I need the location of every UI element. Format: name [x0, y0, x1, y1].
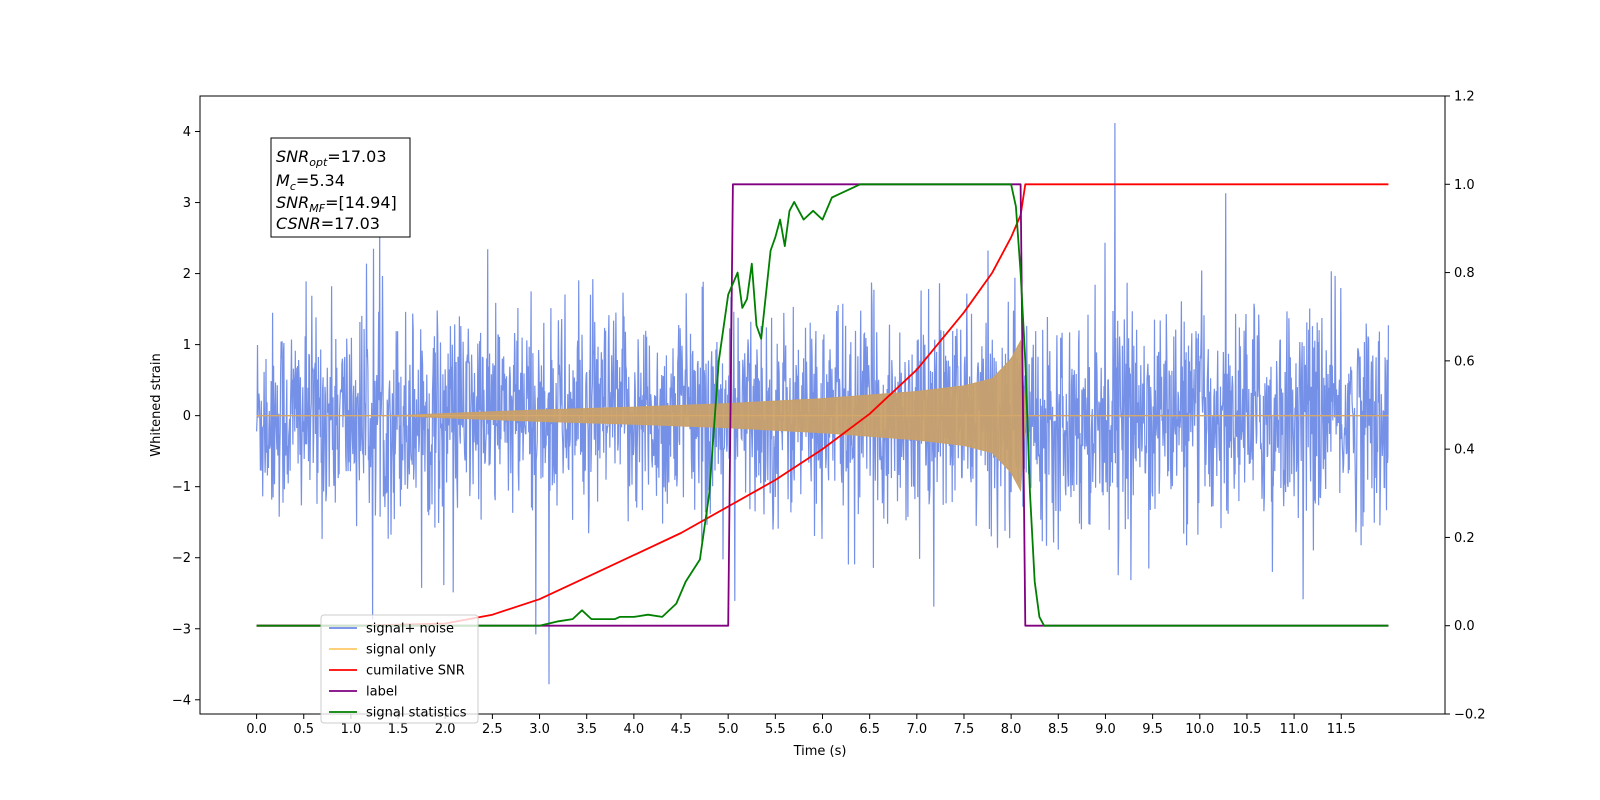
y-tick-label: 0 [183, 409, 191, 424]
y-tick-label: −3 [172, 622, 191, 637]
series-cumulative-snr [256, 183, 1389, 627]
legend-label: signal statistics [366, 706, 467, 721]
annotation-csnr: CSNR=17.03 [276, 214, 380, 233]
x-tick-label: 8.5 [1048, 722, 1069, 737]
x-tick-label: 1.0 [341, 722, 362, 737]
y2-tick-label: 1.2 [1454, 90, 1475, 105]
x-tick-label: 3.5 [576, 722, 597, 737]
y-tick-label: −2 [172, 551, 191, 566]
series-signal-statistics [256, 183, 1389, 627]
legend: signal+ noise signal only cumilative SNR la… [320, 614, 479, 724]
x-tick-label: 7.0 [906, 722, 927, 737]
y-tick-label: 1 [183, 338, 191, 353]
y-tick-label: 2 [183, 267, 191, 282]
x-tick-label: 11.0 [1280, 722, 1309, 737]
x-tick-label: 5.0 [718, 722, 739, 737]
y-tick-label: 3 [183, 196, 191, 211]
x-tick-label: 2.5 [482, 722, 503, 737]
y2-tick-label: 0.0 [1454, 619, 1475, 634]
y2-tick-label: 0.2 [1454, 531, 1475, 546]
x-tick-label: 5.5 [765, 722, 786, 737]
y-tick-label: 4 [183, 125, 191, 140]
x-tick-label: 6.0 [812, 722, 833, 737]
annotation-frame [270, 137, 411, 238]
annotation-box: SNRopt=17.03 Mc=5.34 SNRMF=[14.94] CSNR=… [270, 137, 411, 238]
x-axis-label: Time (s) [793, 744, 847, 759]
y-axis-right: −0.2 0.0 0.2 0.4 0.6 0.8 1.0 1.2 [1445, 90, 1486, 723]
legend-label: cumilative SNR [366, 664, 465, 679]
y-axis-label: Whitened strain [149, 353, 164, 456]
legend-label: label [366, 685, 397, 700]
x-tick-label: 1.5 [388, 722, 409, 737]
y2-tick-label: −0.2 [1454, 708, 1486, 723]
y2-tick-label: 0.8 [1454, 266, 1475, 281]
y2-tick-label: 1.0 [1454, 178, 1475, 193]
legend-label: signal+ noise [366, 622, 454, 637]
x-tick-label: 4.5 [671, 722, 692, 737]
x-tick-label: 10.0 [1185, 722, 1214, 737]
y-axis-left: −4 −3 −2 −1 0 1 2 3 4 [172, 125, 200, 708]
annotation-mc: Mc=5.34 [276, 171, 345, 193]
annotation-snr-mf: SNRMF=[14.94] [276, 193, 397, 215]
plot-area [256, 122, 1389, 685]
x-tick-label: 0.5 [293, 722, 314, 737]
x-tick-label: 9.5 [1142, 722, 1163, 737]
annotation-snr-opt: SNRopt=17.03 [276, 147, 387, 169]
x-tick-label: 2.0 [435, 722, 456, 737]
y-tick-label: −1 [172, 480, 191, 495]
x-tick-label: 10.5 [1232, 722, 1261, 737]
legend-label: signal only [366, 643, 436, 658]
x-tick-label: 0.0 [246, 722, 267, 737]
x-tick-label: 6.5 [859, 722, 880, 737]
x-tick-label: 4.0 [624, 722, 645, 737]
x-tick-label: 7.5 [954, 722, 975, 737]
x-tick-label: 8.0 [1001, 722, 1022, 737]
x-tick-label: 3.0 [529, 722, 550, 737]
x-axis: 0.0 0.5 1.0 1.5 2.0 2.5 3.0 3.5 4.0 4.5 5.0 5.5 6.0 6… [246, 714, 1356, 737]
legend-frame [320, 614, 479, 724]
x-tick-label: 9.0 [1095, 722, 1116, 737]
x-tick-label: 11.5 [1327, 722, 1356, 737]
y2-tick-label: 0.6 [1454, 354, 1475, 369]
y-tick-label: −4 [172, 693, 191, 708]
y2-tick-label: 0.4 [1454, 443, 1475, 458]
